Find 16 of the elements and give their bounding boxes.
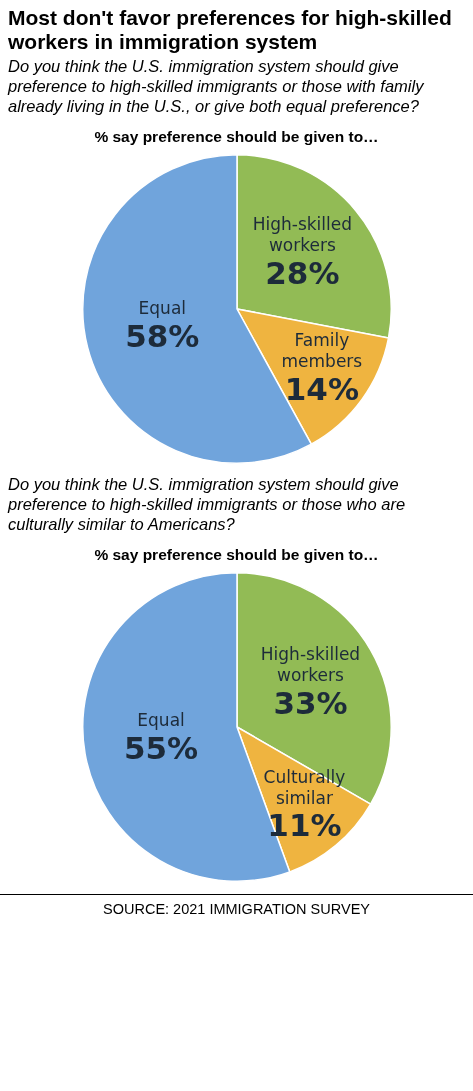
data-label: 28% bbox=[264, 254, 339, 291]
data-label: 58% bbox=[124, 317, 199, 354]
slice-label: Equal bbox=[136, 710, 185, 731]
chart-title: Most don't favor preferences for high-skilled workers in immigration system bbox=[8, 6, 453, 54]
slice-label: High-skilled workers bbox=[260, 644, 360, 685]
data-label: 14% bbox=[284, 370, 359, 407]
slice-label: High-skilled workers bbox=[252, 214, 352, 256]
data-label: 55% bbox=[123, 729, 198, 766]
slice-label: Equal bbox=[138, 298, 186, 319]
data-label: 33% bbox=[272, 684, 348, 721]
text: % say preference should be given to… bbox=[93, 546, 380, 564]
chart-subtitle: Do you think the U.S. immigration system should give preference to high-skilled immigrants or those who are culturally similar to Americans? bbox=[8, 474, 407, 534]
chart-subtitle: Do you think the U.S. immigration system should give preference to high-skilled immigrants or those with family already living in the U.S., or give both equal preference? bbox=[8, 56, 425, 116]
source-note: SOURCE: 2021 IMMIGRATION SURVEY bbox=[0, 894, 473, 923]
slice-label: Family members bbox=[281, 330, 362, 372]
text: % say preference should be given to… bbox=[93, 128, 380, 146]
